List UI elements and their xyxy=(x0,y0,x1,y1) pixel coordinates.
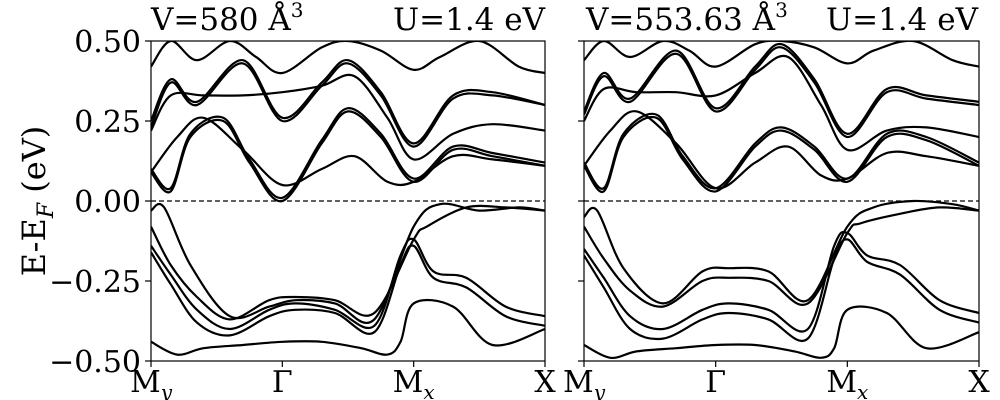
panel-right: V=553.63 Å3 U=1.4 eV My Γ Mx X xyxy=(563,0,990,400)
x-tick-label: X xyxy=(534,365,556,400)
band-line-3 xyxy=(584,110,979,190)
x-tick-label: My xyxy=(563,365,606,400)
band-line-1 xyxy=(151,110,545,203)
x-tick-label: My xyxy=(130,365,173,400)
panel-left: V=580 Å3 U=1.4 eV 0.50 0.25 0.00 −0.25 −0.50… xyxy=(49,0,556,400)
band-line-7 xyxy=(151,41,545,75)
band-line-4 xyxy=(584,54,979,152)
band-line-3 xyxy=(151,116,545,187)
panel-left-title-volume: V=580 Å3 xyxy=(150,0,304,38)
y-tick-label: −0.25 xyxy=(49,265,141,300)
x-tick-label: Mx xyxy=(393,365,435,400)
band-line-5 xyxy=(151,62,545,148)
band-line-1 xyxy=(584,115,979,193)
band-line-9 xyxy=(584,206,979,308)
y-tick-label: 0.25 xyxy=(74,105,141,140)
band-line-11 xyxy=(584,238,979,342)
y-axis-label: E-EF (eV) xyxy=(15,126,59,277)
x-tick-label: Γ xyxy=(272,365,293,400)
band-lines xyxy=(584,41,979,359)
band-line-4 xyxy=(151,73,545,161)
band-line-8 xyxy=(151,202,545,324)
band-line-2 xyxy=(151,107,545,199)
panel-right-title-volume: V=553.63 Å3 xyxy=(585,0,788,38)
band-line-10 xyxy=(584,230,979,333)
x-tick-label: Mx xyxy=(826,365,868,400)
band-line-12 xyxy=(584,305,979,359)
y-tick-label: 0.50 xyxy=(74,25,141,60)
band-line-9 xyxy=(151,204,545,321)
y-tick-label: 0.00 xyxy=(74,185,141,220)
band-line-5 xyxy=(584,46,979,139)
panel-right-plot: My Γ Mx X xyxy=(563,40,990,400)
y-tick-label: −0.50 xyxy=(49,345,141,380)
band-line-7 xyxy=(584,41,979,68)
panel-left-title-u: U=1.4 eV xyxy=(393,2,546,38)
x-tick-label: Γ xyxy=(705,365,726,400)
band-line-6 xyxy=(151,59,545,145)
band-line-11 xyxy=(151,244,545,337)
panel-right-title-u: U=1.4 eV xyxy=(826,2,979,38)
band-line-8 xyxy=(584,199,979,305)
band-line-12 xyxy=(151,298,545,356)
band-lines xyxy=(151,41,545,356)
band-line-2 xyxy=(584,112,979,190)
band-line-10 xyxy=(151,237,545,331)
band-line-6 xyxy=(584,43,979,135)
x-tick-label: X xyxy=(968,365,990,400)
